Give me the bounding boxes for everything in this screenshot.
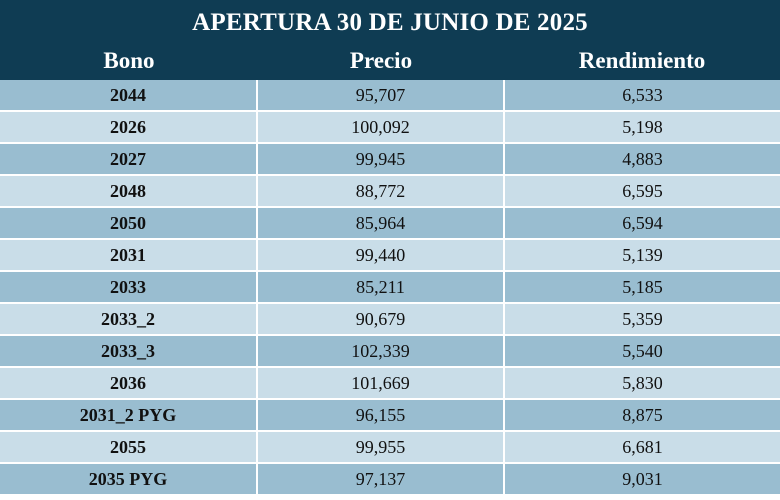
- column-divider: [256, 304, 258, 335]
- cell-bono: 2033_2: [101, 309, 155, 329]
- column-header-rendimiento: Rendimiento: [578, 48, 706, 73]
- table-row: 2026 100,092 5,198: [0, 112, 780, 144]
- cell-rendimiento: 9,031: [622, 469, 663, 489]
- column-divider: [256, 400, 258, 431]
- table-row: 2055 99,955 6,681: [0, 432, 780, 464]
- table-row: 2033_3 102,339 5,540: [0, 336, 780, 368]
- table-row: 2044 95,707 6,533: [0, 80, 780, 112]
- cell-rendimiento: 8,875: [622, 405, 663, 425]
- cell-precio: 85,211: [356, 277, 405, 297]
- cell-rendimiento: 5,139: [622, 245, 663, 265]
- table-row: 2031_2 PYG 96,155 8,875: [0, 400, 780, 432]
- cell-bono: 2050: [110, 213, 146, 233]
- cell-rendimiento: 4,883: [622, 149, 663, 169]
- column-divider: [503, 336, 505, 367]
- cell-precio: 99,945: [355, 149, 406, 169]
- cell-rendimiento: 5,198: [622, 117, 663, 137]
- cell-rendimiento: 6,681: [622, 437, 663, 457]
- cell-precio: 85,964: [355, 213, 406, 233]
- column-divider: [503, 400, 505, 431]
- cell-precio: 97,137: [355, 469, 406, 489]
- column-divider: [503, 368, 505, 399]
- column-divider: [503, 272, 505, 303]
- table-row: 2050 85,964 6,594: [0, 208, 780, 240]
- cell-precio: 90,679: [355, 309, 406, 329]
- column-divider: [256, 176, 258, 207]
- cell-bono: 2055: [110, 437, 146, 457]
- cell-rendimiento: 6,594: [622, 213, 663, 233]
- column-divider: [503, 80, 505, 111]
- column-divider: [256, 80, 258, 111]
- column-divider: [256, 208, 258, 239]
- cell-rendimiento: 6,533: [622, 85, 663, 105]
- column-divider: [256, 368, 258, 399]
- table-row: 2033_2 90,679 5,359: [0, 304, 780, 336]
- cell-bono: 2044: [110, 85, 146, 105]
- cell-bono: 2027: [110, 149, 146, 169]
- cell-precio: 95,707: [355, 85, 406, 105]
- column-header-precio: Precio: [349, 48, 413, 73]
- cell-rendimiento: 5,540: [622, 341, 663, 361]
- cell-bono: 2048: [110, 181, 146, 201]
- table-row: 2031 99,440 5,139: [0, 240, 780, 272]
- cell-precio: 96,155: [355, 405, 406, 425]
- cell-precio: 101,669: [351, 373, 410, 393]
- column-headers: Bono Precio Rendimiento: [0, 46, 780, 80]
- table-body: 2044 95,707 6,533 2026 100,092 5,198 202…: [0, 80, 780, 495]
- column-divider: [256, 464, 258, 495]
- column-divider: [503, 464, 505, 495]
- column-divider: [503, 144, 505, 175]
- column-divider: [503, 208, 505, 239]
- column-divider: [503, 176, 505, 207]
- column-divider: [503, 432, 505, 463]
- cell-precio: 100,092: [351, 117, 410, 137]
- cell-bono: 2036: [110, 373, 146, 393]
- table-row: 2027 99,945 4,883: [0, 144, 780, 176]
- cell-bono: 2031_2 PYG: [79, 405, 177, 425]
- column-divider: [503, 304, 505, 335]
- cell-rendimiento: 5,830: [622, 373, 663, 393]
- table-row: 2035 PYG 97,137 9,031: [0, 464, 780, 495]
- cell-precio: 99,955: [355, 437, 406, 457]
- cell-precio: 88,772: [355, 181, 406, 201]
- table-row: 2048 88,772 6,595: [0, 176, 780, 208]
- table-row: 2033 85,211 5,185: [0, 272, 780, 304]
- cell-bono: 2031: [110, 245, 146, 265]
- column-divider: [503, 240, 505, 271]
- cell-bono: 2026: [110, 117, 146, 137]
- cell-bono: 2033: [110, 277, 146, 297]
- column-divider: [503, 112, 505, 143]
- cell-bono: 2033_3: [101, 341, 155, 361]
- table-header: APERTURA 30 DE JUNIO DE 2025 Bono Precio…: [0, 0, 780, 80]
- table-title: APERTURA 30 DE JUNIO DE 2025: [192, 9, 588, 36]
- cell-rendimiento: 5,359: [622, 309, 663, 329]
- column-divider: [256, 336, 258, 367]
- cell-precio: 99,440: [355, 245, 406, 265]
- column-divider: [256, 144, 258, 175]
- column-divider: [256, 432, 258, 463]
- column-divider: [256, 272, 258, 303]
- column-divider: [256, 240, 258, 271]
- cell-rendimiento: 5,185: [622, 277, 663, 297]
- column-header-bono: Bono: [103, 48, 155, 73]
- cell-bono: 2035 PYG: [88, 469, 168, 489]
- cell-rendimiento: 6,595: [622, 181, 663, 201]
- table-row: 2036 101,669 5,830: [0, 368, 780, 400]
- cell-precio: 102,339: [351, 341, 410, 361]
- column-divider: [256, 112, 258, 143]
